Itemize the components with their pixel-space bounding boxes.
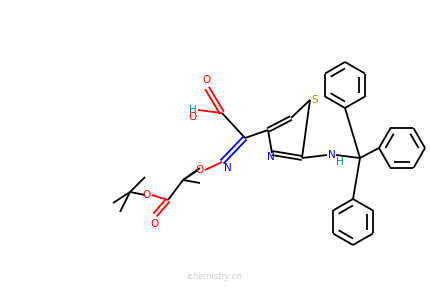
Text: ichemistry.cn: ichemistry.cn [187,272,243,281]
Text: O: O [150,219,159,229]
Text: N: N [327,150,335,160]
Text: O: O [188,112,197,122]
Text: O: O [203,75,211,85]
Text: O: O [195,165,203,175]
Text: H: H [189,105,197,115]
Text: S: S [310,95,317,105]
Text: N: N [267,152,274,162]
Text: H: H [335,157,343,167]
Text: O: O [142,190,150,200]
Text: N: N [224,163,231,173]
